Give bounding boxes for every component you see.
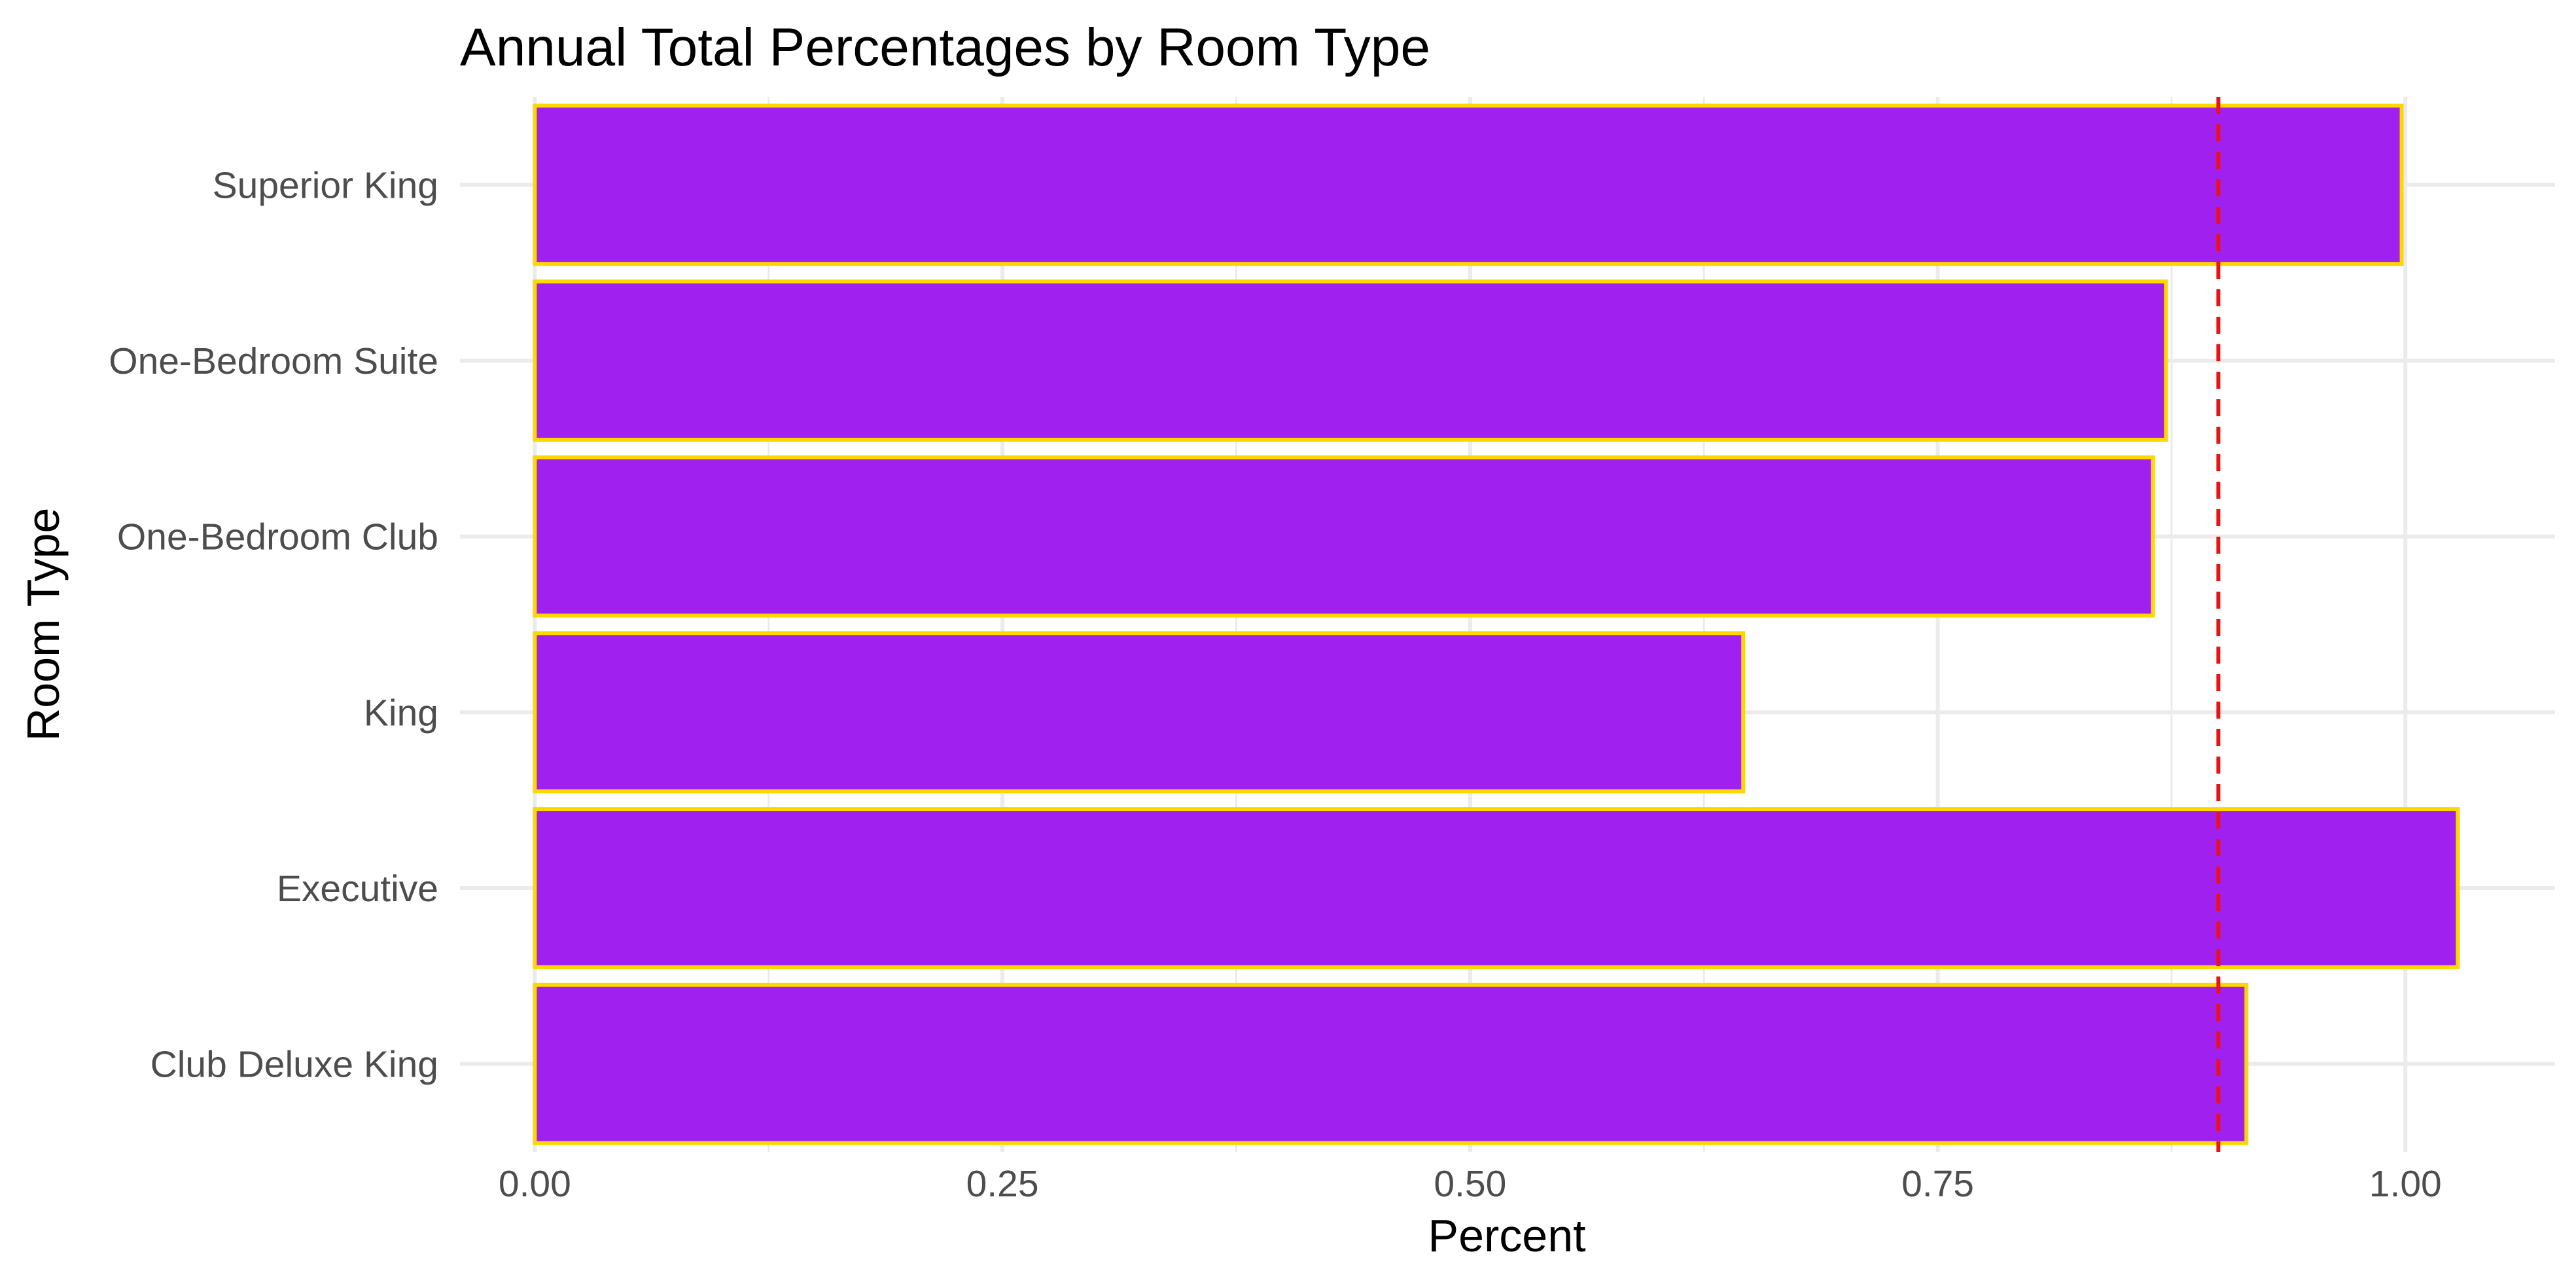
chart-title: Annual Total Percentages by Room Type	[460, 18, 1430, 77]
y-tick-label: King	[364, 692, 438, 734]
x-tick-label: 0.00	[499, 1163, 571, 1205]
bar-king	[533, 631, 1746, 794]
x-tick-label: 0.75	[1901, 1163, 1974, 1205]
bar-one-bedroom-club	[533, 455, 2155, 618]
bars	[533, 103, 2460, 1145]
x-tick-label: 0.25	[966, 1163, 1039, 1205]
bar-executive	[533, 807, 2460, 969]
y-tick-label: Club Deluxe King	[150, 1044, 438, 1086]
bar-one-bedroom-suite	[533, 279, 2168, 442]
bar-club-deluxe-king	[533, 982, 2249, 1145]
y-tick-labels: Club Deluxe King Executive King One-Bedroom…	[109, 164, 438, 1085]
x-tick-label: 0.50	[1434, 1163, 1506, 1205]
y-tick-label: One-Bedroom Club	[117, 516, 438, 558]
x-axis-title: Percent	[1428, 1210, 1585, 1261]
bar-superior-king	[533, 103, 2404, 266]
y-axis-title: Room Type	[18, 508, 69, 742]
y-tick-label: Superior King	[213, 164, 438, 206]
x-tick-labels: 0.00 0.25 0.50 0.75 1.00	[499, 1163, 2442, 1205]
y-tick-label: Executive	[277, 868, 438, 910]
x-tick-label: 1.00	[2369, 1163, 2442, 1205]
y-tick-label: One-Bedroom Suite	[109, 340, 438, 382]
